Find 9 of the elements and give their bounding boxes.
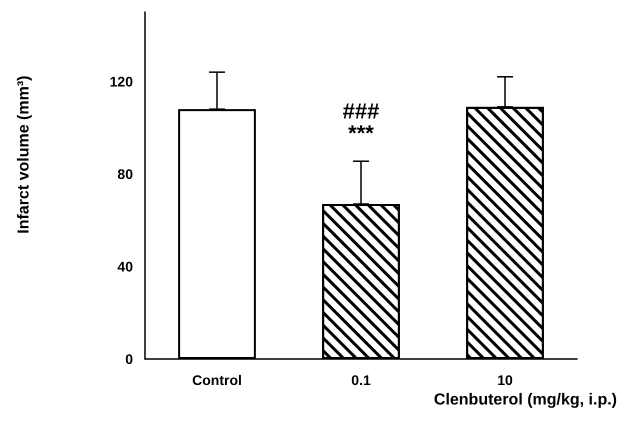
y-tick-label: 40 [117,258,134,274]
x-tick-label: 10 [497,372,513,388]
y-tick-label: 0 [125,351,134,367]
y-tick-label: 120 [110,73,134,90]
x-axis-title: Clenbuterol (mg/kg, i.p.) [434,392,617,408]
x-tick-label: 0.1 [351,372,371,388]
x-tick-label: Control [192,372,242,388]
y-axis-title: Infarct volume (mm³) [16,75,32,234]
y-tick-label: 80 [117,166,134,182]
